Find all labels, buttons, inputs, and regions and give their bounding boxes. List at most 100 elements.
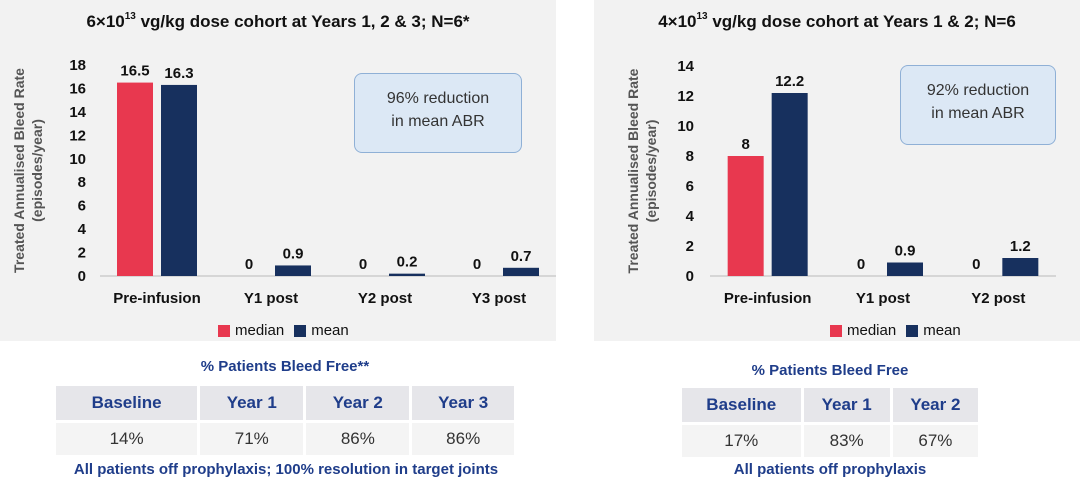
y-axis-label: (episodes/year): [29, 119, 45, 222]
table-cell: 67%: [891, 422, 978, 457]
callout-line: in mean ABR: [931, 105, 1025, 122]
legend: median mean: [218, 322, 359, 339]
table-header: Baseline: [56, 386, 201, 422]
data-label: 0.9: [283, 245, 304, 262]
bar-chart-left: 0 2 4 6 8 10 12 14 16 18 Treated Annualised Bleed …: [11, 57, 556, 307]
x-tick-label: Pre-infusion: [724, 290, 812, 307]
chart-title-text: 6×10: [86, 12, 125, 31]
data-label: 12.2: [775, 73, 804, 90]
legend-item-mean: mean: [906, 322, 961, 339]
chart-title-text: vg/kg dose cohort at Years 1, 2 & 3; N=6…: [135, 12, 470, 31]
table-cell: 14%: [56, 420, 201, 455]
data-label: 0: [245, 256, 253, 273]
right-chart-panel: 4×1013 vg/kg dose cohort at Years 1 & 2;…: [594, 0, 1080, 341]
data-label: 16.5: [120, 63, 149, 80]
bar-mean: [887, 262, 923, 276]
y-tick-label: 6: [78, 198, 86, 215]
x-tick-label: Y2 post: [358, 290, 412, 307]
y-tick-label: 16: [69, 80, 86, 97]
bar-median: [727, 156, 764, 276]
y-tick-label: 10: [677, 118, 694, 135]
table-header: Year 2: [304, 386, 413, 422]
x-tick-label: Y3 post: [472, 290, 526, 307]
legend-swatch: [906, 324, 919, 337]
footnote: All patients off prophylaxis; 100% resol…: [73, 461, 499, 478]
data-label: 0: [473, 256, 481, 273]
bleed-free-title: % Patients Bleed Free: [751, 362, 909, 379]
table-cell: 86%: [410, 420, 514, 455]
y-tick-label: 8: [78, 174, 86, 191]
legend-label: median: [235, 322, 285, 339]
legend-swatch: [294, 324, 307, 337]
table-header: Year 1: [802, 388, 893, 424]
data-label: 0: [972, 256, 980, 273]
chart-title-superscript: 13: [124, 11, 136, 22]
bar-mean: [389, 273, 425, 276]
y-tick-label: 0: [686, 268, 694, 285]
callout-line: 96% reduction: [386, 90, 490, 107]
legend-label: mean: [311, 322, 349, 339]
data-label: 1.2: [1010, 238, 1031, 255]
data-label: 0.2: [397, 254, 418, 271]
table-cell: 86%: [304, 420, 413, 455]
chart-title: 4×1013 vg/kg dose cohort at Years 1 & 2;…: [594, 11, 1080, 32]
reduction-callout: 92% reduction in mean ABR: [900, 65, 1056, 145]
table-header-row: Baseline Year 1 Year 2 Year 3: [56, 386, 514, 422]
bar-mean: [503, 267, 539, 276]
legend: median mean: [830, 322, 971, 339]
y-tick-label: 8: [686, 148, 694, 165]
chart-title-text: 4×10: [658, 12, 697, 31]
y-tick-label: 2: [78, 245, 86, 262]
x-tick-label: Y1 post: [244, 290, 298, 307]
bar-mean: [161, 84, 197, 276]
y-axis-label: (episodes/year): [643, 120, 659, 223]
y-tick-label: 12: [69, 127, 86, 144]
y-tick-label: 18: [69, 57, 86, 74]
table-row: 14% 71% 86% 86%: [56, 420, 514, 455]
y-tick-label: 12: [677, 88, 694, 105]
table-row: 17% 83% 67%: [682, 422, 978, 457]
legend-swatch: [830, 324, 842, 337]
table-header: Year 2: [891, 388, 978, 424]
chart-title-superscript: 13: [696, 11, 708, 22]
data-label: 0.9: [895, 243, 916, 260]
y-tick-label: 4: [686, 208, 695, 225]
callout-line: in mean ABR: [391, 113, 485, 130]
bar-mean: [275, 265, 311, 276]
y-tick-label: 4: [78, 221, 87, 238]
reduction-callout: 96% reduction in mean ABR: [354, 73, 522, 153]
table-header-row: Baseline Year 1 Year 2: [682, 388, 978, 424]
legend-swatch: [218, 324, 230, 337]
data-label: 8: [741, 136, 749, 153]
x-tick-label: Y2 post: [971, 290, 1025, 307]
y-axis-label: Treated Annualised Bleed Rate: [625, 68, 641, 273]
table-cell: 71%: [198, 420, 307, 455]
y-tick-label: 14: [677, 58, 694, 75]
data-label: 0.7: [511, 248, 532, 265]
legend-label: mean: [923, 322, 961, 339]
y-axis-label: Treated Annualised Bleed Rate: [11, 68, 27, 273]
bar-mean: [1002, 258, 1039, 276]
table-header: Baseline: [682, 388, 804, 424]
callout-line: 92% reduction: [926, 82, 1030, 99]
y-tick-label: 6: [686, 178, 694, 195]
bar-chart-right: 0 2 4 6 8 10 12 14 Treated Annualised Bleed Rate…: [625, 58, 1056, 307]
data-label: 0: [359, 256, 367, 273]
table-header: Year 3: [410, 386, 514, 422]
bleed-free-table-left: Baseline Year 1 Year 2 Year 3 14% 71% 86…: [56, 386, 514, 455]
y-tick-label: 14: [69, 104, 86, 121]
table-cell: 17%: [682, 422, 804, 457]
chart-title-text: vg/kg dose cohort at Years 1 & 2; N=6: [707, 12, 1016, 31]
legend-label: median: [847, 322, 897, 339]
x-tick-label: Pre-infusion: [113, 290, 201, 307]
legend-item-median: median: [830, 322, 896, 339]
x-tick-label: Y1 post: [856, 290, 910, 307]
legend-item-mean: mean: [294, 322, 349, 339]
legend-item-median: median: [218, 322, 284, 339]
bleed-free-table-right: Baseline Year 1 Year 2 17% 83% 67%: [682, 388, 978, 457]
table-header: Year 1: [198, 386, 307, 422]
chart-title: 6×1013 vg/kg dose cohort at Years 1, 2 &…: [0, 11, 556, 32]
bar-median: [117, 82, 153, 276]
data-label: 16.3: [164, 65, 193, 82]
bleed-free-title: % Patients Bleed Free**: [200, 358, 370, 375]
